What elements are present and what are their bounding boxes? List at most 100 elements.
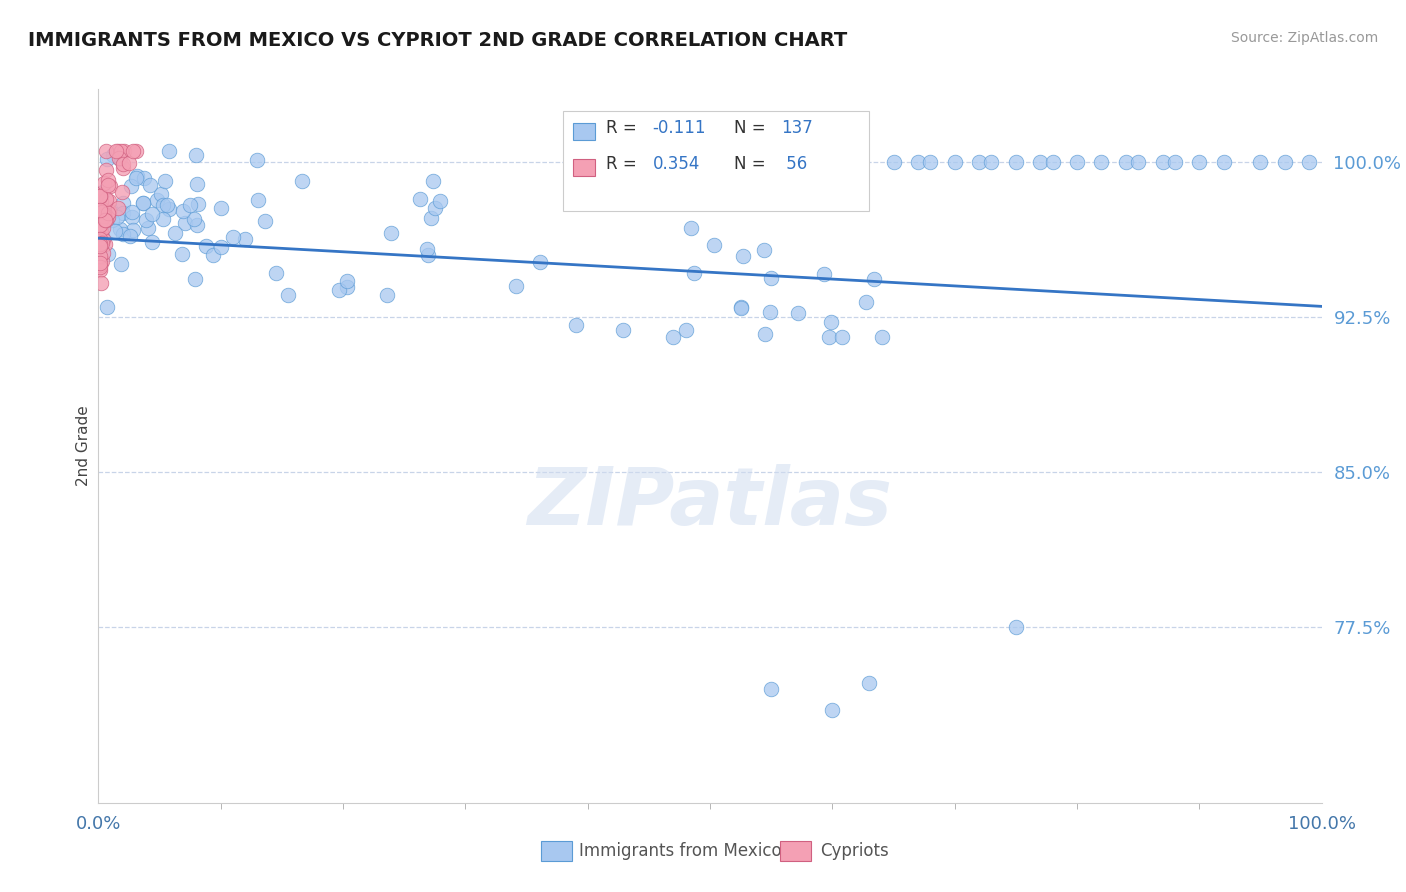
Point <box>967 154 990 169</box>
Point <box>943 154 966 169</box>
Point <box>97 178 120 192</box>
Point <box>124 145 146 159</box>
Point <box>157 145 180 159</box>
Point <box>675 323 697 337</box>
Point <box>759 305 782 319</box>
Y-axis label: 2nd Grade: 2nd Grade <box>76 406 91 486</box>
Point <box>90 222 112 236</box>
Point <box>186 148 208 162</box>
Point <box>186 218 208 232</box>
Text: R =: R = <box>606 155 643 173</box>
FancyBboxPatch shape <box>564 111 869 211</box>
Point <box>681 220 703 235</box>
Point <box>155 197 177 211</box>
Point <box>122 145 145 159</box>
Point <box>90 201 112 215</box>
Point <box>112 161 135 175</box>
Point <box>1152 154 1174 169</box>
Point <box>883 154 905 169</box>
Point <box>291 174 314 188</box>
Point <box>94 236 117 251</box>
FancyBboxPatch shape <box>574 159 595 176</box>
Point <box>90 194 112 208</box>
Point <box>1249 154 1271 169</box>
Point <box>111 185 134 199</box>
Point <box>89 239 111 253</box>
Point <box>209 239 232 253</box>
Point <box>418 247 440 261</box>
Point <box>89 188 111 202</box>
Text: 0.354: 0.354 <box>652 155 700 173</box>
Point <box>112 227 135 242</box>
Point <box>152 212 174 227</box>
Point <box>380 226 402 240</box>
Point <box>90 223 112 237</box>
Point <box>90 235 112 250</box>
Point <box>93 207 115 221</box>
Point <box>920 154 942 169</box>
FancyBboxPatch shape <box>574 123 595 140</box>
Point <box>821 703 844 717</box>
Point <box>1274 154 1296 169</box>
Point <box>266 266 288 280</box>
Text: -0.111: -0.111 <box>652 120 706 137</box>
Point <box>165 226 187 240</box>
Point <box>108 222 131 236</box>
Point <box>104 145 127 159</box>
Point <box>761 681 783 696</box>
Text: IMMIGRANTS FROM MEXICO VS CYPRIOT 2ND GRADE CORRELATION CHART: IMMIGRANTS FROM MEXICO VS CYPRIOT 2ND GR… <box>28 31 848 50</box>
Point <box>89 221 111 235</box>
Point <box>1128 154 1150 169</box>
Point <box>683 266 706 280</box>
Point <box>336 274 359 288</box>
Text: N =: N = <box>734 120 772 137</box>
Point <box>96 163 118 178</box>
Point <box>155 174 177 188</box>
Point <box>90 227 112 241</box>
Point <box>858 676 880 690</box>
Point <box>246 153 269 167</box>
Point <box>179 198 201 212</box>
Text: ZIPatlas: ZIPatlas <box>527 464 893 542</box>
Point <box>1188 154 1211 169</box>
Point <box>172 204 194 219</box>
Point <box>107 201 129 215</box>
Point <box>89 188 111 202</box>
Point <box>93 177 115 191</box>
Point <box>94 212 117 227</box>
Point <box>429 194 451 209</box>
Text: R =: R = <box>606 120 643 137</box>
Point <box>97 172 120 186</box>
Point <box>101 148 124 162</box>
Point <box>612 323 634 337</box>
Point <box>183 212 205 227</box>
Point <box>93 200 115 214</box>
Point <box>100 203 122 218</box>
Point <box>818 330 841 344</box>
Point <box>425 202 447 216</box>
Point <box>91 221 114 235</box>
Point <box>222 229 245 244</box>
Point <box>91 232 114 246</box>
Point <box>89 187 111 202</box>
Point <box>146 193 169 207</box>
Point <box>1115 154 1137 169</box>
Point <box>1004 620 1026 634</box>
Point <box>731 249 754 263</box>
Point <box>91 185 114 199</box>
Point <box>187 196 209 211</box>
Point <box>94 192 117 206</box>
Point <box>152 197 174 211</box>
Point <box>111 157 134 171</box>
Point <box>170 247 193 261</box>
Point <box>787 306 810 320</box>
Point <box>97 203 120 218</box>
Point <box>118 156 141 170</box>
Point <box>1090 154 1112 169</box>
Point <box>89 263 111 277</box>
Point <box>141 207 163 221</box>
Point <box>120 178 142 193</box>
Point <box>209 202 232 216</box>
Point <box>112 145 135 159</box>
Point <box>980 154 1002 169</box>
